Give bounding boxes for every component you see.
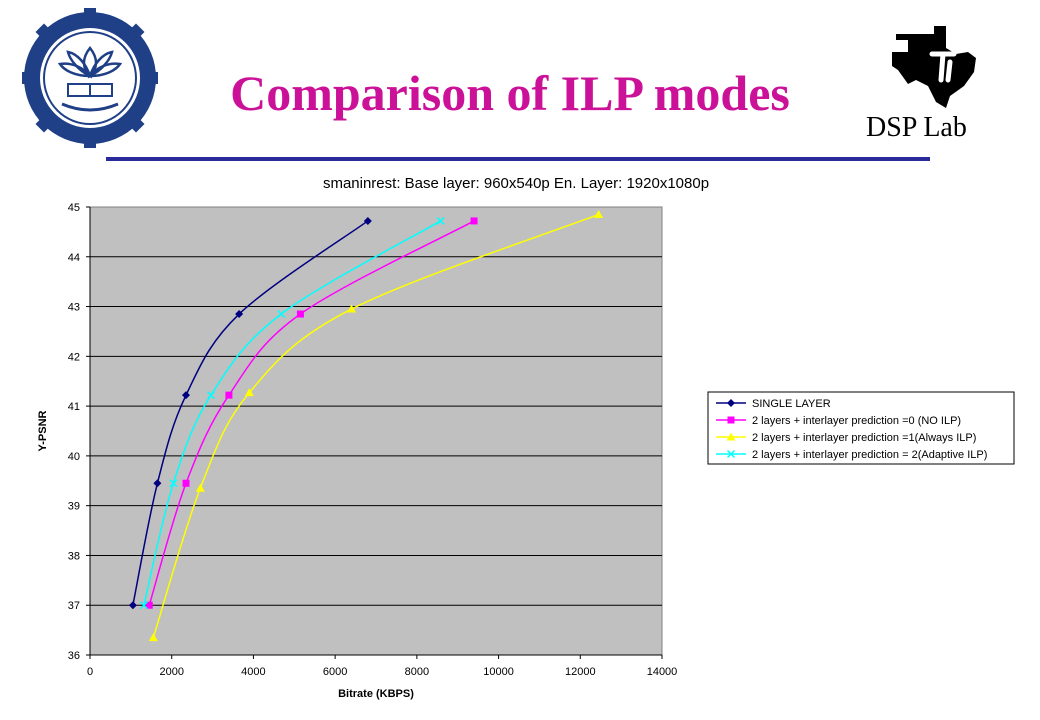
- y-axis-label: Y-PSNR: [37, 410, 49, 451]
- x-axis-label: Bitrate (KBPS): [338, 688, 414, 700]
- y-tick-label: 40: [68, 451, 80, 463]
- series-1: [128, 216, 372, 610]
- legend-label: 2 layers + interlayer prediction =1(Alwa…: [752, 432, 976, 444]
- legend-entry: 2 layers + interlayer prediction = 2(Ada…: [716, 449, 987, 461]
- series-3: [148, 209, 604, 642]
- y-tick-label: 39: [68, 501, 80, 513]
- series-layer: [128, 209, 604, 642]
- data-point: [244, 388, 254, 397]
- x-tick-label: 10000: [483, 666, 514, 678]
- x-tick-label: 12000: [565, 666, 596, 678]
- y-tick-label: 43: [68, 302, 80, 314]
- data-point: [225, 391, 233, 399]
- data-point: [296, 310, 304, 318]
- lab-label: DSP Lab: [866, 112, 967, 143]
- data-point: [470, 217, 478, 225]
- data-point: [128, 601, 137, 610]
- legend-swatch-marker: [727, 416, 735, 424]
- data-point: [363, 216, 372, 225]
- y-tick-label: 42: [68, 351, 80, 363]
- data-point: [594, 209, 604, 218]
- y-tick-label: 41: [68, 401, 80, 413]
- legend-label: 2 layers + interlayer prediction =0 (NO …: [752, 415, 961, 427]
- legend-label: SINGLE LAYER: [752, 398, 831, 410]
- data-point: [145, 601, 153, 609]
- legend-entry: SINGLE LAYER: [716, 398, 831, 410]
- series-2: [145, 217, 478, 609]
- x-tick-label: 14000: [647, 666, 678, 678]
- legend-entry: 2 layers + interlayer prediction =1(Alwa…: [716, 432, 976, 444]
- legend-swatch-marker: [726, 432, 736, 441]
- legend: SINGLE LAYER 2 layers + interlayer predic…: [707, 391, 1015, 465]
- data-point: [182, 479, 190, 487]
- legend-swatch-marker: [726, 449, 736, 459]
- y-tick-label: 38: [68, 550, 80, 562]
- data-point: [153, 479, 162, 488]
- data-point: [277, 309, 286, 319]
- chart-title: smaninrest: Base layer: 960x540p En. Lay…: [323, 175, 709, 192]
- series-line: [143, 220, 441, 606]
- x-tick-label: 8000: [405, 666, 429, 678]
- series-line: [152, 213, 599, 638]
- x-tick-label: 0: [87, 666, 93, 678]
- data-point: [436, 216, 445, 225]
- x-axis-ticks: 0 2000 4000 6000 8000 10000 12000 14000: [87, 654, 678, 678]
- plot-area: [89, 206, 663, 656]
- title-divider: [106, 157, 930, 161]
- series-4: [139, 216, 445, 610]
- x-tick-label: 4000: [241, 666, 265, 678]
- data-point: [346, 304, 356, 313]
- ti-texas-logo-icon: [892, 26, 976, 108]
- data-point: [206, 391, 215, 400]
- slide-title: Comparison of ILP modes: [230, 65, 790, 121]
- y-tick-label: 44: [68, 252, 80, 264]
- y-tick-label: 37: [68, 600, 80, 612]
- x-tick-label: 6000: [323, 666, 347, 678]
- x-tick-label: 2000: [159, 666, 183, 678]
- y-axis-ticks: 36 37 38 39 40 41 42 43 44 45: [68, 202, 91, 662]
- data-point: [139, 601, 148, 610]
- y-tick-label: 45: [68, 202, 80, 214]
- y-tick-label: 36: [68, 650, 80, 662]
- data-point: [148, 633, 158, 642]
- legend-swatch-marker: [727, 399, 735, 407]
- series-line: [148, 220, 475, 606]
- legend-box: [707, 391, 1015, 465]
- institute-seal-icon: [22, 8, 158, 148]
- data-point: [169, 479, 178, 488]
- legend-entry: 2 layers + interlayer prediction =0 (NO …: [716, 415, 961, 427]
- data-point: [235, 310, 244, 319]
- data-point: [182, 391, 191, 400]
- data-point: [195, 483, 205, 492]
- legend-label: 2 layers + interlayer prediction = 2(Ada…: [752, 449, 987, 461]
